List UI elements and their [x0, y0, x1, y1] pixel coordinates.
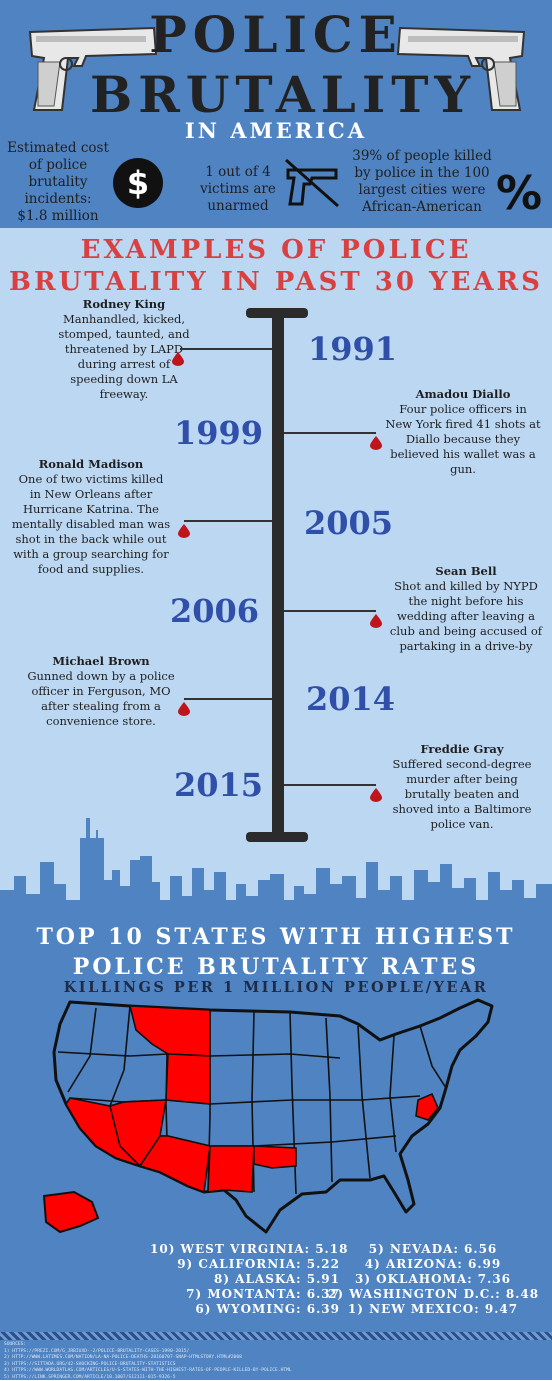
blood-drop-icon	[370, 614, 382, 628]
ranking-item: 2) WASHINGTON D.C.: 8.48	[328, 1287, 540, 1301]
event-connector	[284, 610, 376, 612]
year-1999: 1999	[174, 414, 264, 452]
timeline-section: EXAMPLES OF POLICE BRUTALITY IN PAST 30 …	[0, 228, 552, 928]
pistol-left-icon	[28, 26, 158, 111]
event-sean-bell: Sean Bell Shot and killed by NYPD the ni…	[389, 564, 543, 653]
ranking-item: 9) CALIFORNIA: 5.22	[177, 1257, 340, 1271]
event-michael-brown: Michael Brown Gunned down by a police of…	[27, 654, 175, 728]
states-subtitle: KILLINGS PER 1 MILLION PEOPLE/YEAR	[63, 979, 489, 996]
event-connector	[180, 348, 272, 350]
blood-drop-icon	[178, 524, 190, 538]
timeline-title-line2: BRUTALITY IN PAST 30 YEARS	[9, 267, 543, 297]
sources-section: SOURCES: 1) HTTPS://PREZI.COM/G_JRBIUXD-…	[0, 1330, 552, 1380]
title-line1: POLICE	[149, 5, 403, 64]
year-1991: 1991	[308, 330, 398, 368]
ranking-item: 7) MONTANTA: 6.37	[186, 1287, 340, 1301]
event-ronald-madison: Ronald Madison One of two victims killed…	[11, 457, 171, 576]
stat-race-text: 39% of people killed by police in the 10…	[352, 148, 492, 215]
divider-stripe	[0, 1332, 552, 1340]
stat-cost-text: Estimated cost of police brutality incid…	[7, 140, 109, 224]
highlighted-states	[65, 1005, 439, 1194]
ranking-item: 10) WEST VIRGINIA: 5.18	[150, 1242, 349, 1256]
event-rodney-king: Rodney King Manhandled, kicked, stomped,…	[58, 297, 190, 401]
stat-unarmed-text: 1 out of 4 victims are unarmed	[200, 164, 276, 214]
states-title-line2: POLICE BRUTALITY RATES	[72, 954, 480, 980]
event-freddie-gray: Freddie Gray Suffered second-degree murd…	[392, 742, 532, 831]
ranking-left-column: 10) WEST VIRGINIA: 5.18 9) CALIFORNIA: 5…	[150, 1242, 349, 1317]
event-connector	[184, 520, 272, 522]
year-2014: 2014	[306, 680, 396, 718]
states-section: TOP 10 STATES WITH HIGHEST POLICE BRUTAL…	[0, 900, 552, 1330]
event-connector	[284, 432, 376, 434]
ranking-item: 5) NEVADA: 6.56	[368, 1242, 498, 1256]
us-map	[42, 998, 494, 1234]
pistol-right-icon	[396, 26, 526, 111]
blood-drop-icon	[370, 788, 382, 802]
blood-drop-icon	[172, 352, 184, 366]
gun-icon	[285, 158, 339, 208]
ranking-item: 4) ARIZONA: 6.99	[364, 1257, 502, 1271]
timeline-cap-bottom	[246, 832, 308, 842]
dollar-icon: $	[113, 158, 163, 208]
percent-icon: %	[496, 166, 543, 220]
timeline-title-line1: EXAMPLES OF POLICE	[80, 235, 472, 265]
timeline-cap-top	[246, 308, 308, 318]
year-2005: 2005	[304, 504, 394, 542]
title-line3: IN AMERICA	[184, 118, 368, 143]
year-2015: 2015	[174, 766, 264, 804]
svg-text:$: $	[127, 164, 149, 202]
year-2006: 2006	[170, 592, 260, 630]
blood-drop-icon	[178, 702, 190, 716]
title-line2: BRUTALITY	[90, 65, 477, 124]
ranking-item: 3) OKLAHOMA: 7.36	[354, 1272, 512, 1286]
alaska-shape	[42, 1190, 100, 1234]
ranking-item: 6) WYOMING: 6.39	[195, 1302, 340, 1316]
header-section: POLICE BRUTALITY IN AMERICA Estimated co…	[0, 0, 552, 228]
timeline-axis	[272, 310, 284, 838]
ranking-item: 1) NEW MEXICO: 9.47	[347, 1302, 519, 1316]
event-connector	[284, 784, 376, 786]
states-title-line1: TOP 10 STATES WITH HIGHEST	[36, 924, 516, 950]
event-connector	[184, 698, 272, 700]
event-amadou-diallo: Amadou Diallo Four police officers in Ne…	[385, 387, 541, 476]
ranking-item: 8) ALASKA: 5.91	[213, 1272, 340, 1286]
sources-list: SOURCES: 1) HTTPS://PREZI.COM/G_JRBIUXD-…	[4, 1342, 292, 1380]
blood-drop-icon	[370, 436, 382, 450]
ranking-right-column: 5) NEVADA: 6.56 4) ARIZONA: 6.99 3) OKLA…	[328, 1242, 538, 1317]
